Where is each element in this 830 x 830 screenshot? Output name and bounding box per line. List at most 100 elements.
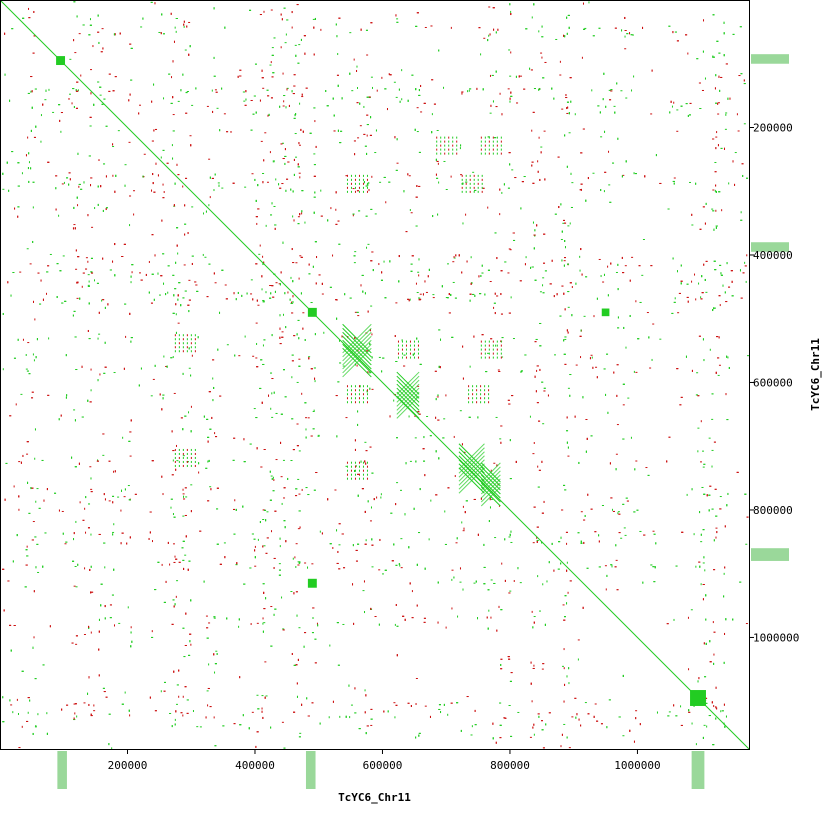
alignment-dot [567, 106, 569, 109]
alignment-dot [614, 27, 617, 29]
alignment-dot [207, 687, 210, 689]
alignment-dot [712, 189, 715, 191]
alignment-dot [568, 667, 570, 670]
alignment-dot [711, 465, 713, 468]
alignment-dot [725, 63, 728, 65]
alignment-dot [185, 612, 187, 615]
alignment-dot [120, 489, 122, 492]
alignment-dot [538, 136, 540, 139]
alignment-dot [282, 629, 285, 631]
alignment-dot [734, 152, 737, 154]
alignment-dot [298, 142, 300, 145]
alignment-dot [90, 69, 93, 71]
alignment-dot [579, 335, 582, 337]
alignment-dot [424, 567, 426, 570]
alignment-dot [73, 224, 76, 226]
alignment-dot [335, 23, 337, 26]
alignment-dot [437, 621, 439, 624]
alignment-dot [364, 711, 366, 714]
alignment-dot [275, 282, 278, 284]
alignment-dot [643, 534, 646, 536]
alignment-dot [690, 609, 693, 611]
alignment-dot [588, 1, 590, 4]
alignment-dot [90, 257, 93, 259]
alignment-dot [217, 348, 219, 351]
alignment-dot [493, 302, 496, 304]
alignment-dot [46, 488, 48, 491]
alignment-dot [508, 312, 511, 314]
alignment-dot [292, 93, 295, 95]
alignment-dot [378, 356, 381, 358]
alignment-dot [112, 90, 115, 92]
alignment-dot [418, 532, 421, 534]
alignment-dot [618, 513, 621, 515]
alignment-dot [28, 17, 31, 19]
alignment-dot [635, 710, 638, 712]
alignment-dot [446, 297, 449, 299]
alignment-dot [212, 359, 215, 361]
alignment-dot [567, 306, 570, 308]
alignment-dot [607, 411, 609, 414]
alignment-dot [252, 355, 255, 357]
alignment-dot [606, 353, 609, 355]
alignment-dot [519, 582, 522, 584]
alignment-dot [176, 460, 179, 462]
alignment-dot [676, 130, 679, 132]
alignment-dot [596, 376, 598, 379]
alignment-dot [306, 697, 308, 700]
alignment-dot [282, 142, 285, 144]
alignment-dot [407, 173, 409, 176]
alignment-dot [238, 625, 240, 628]
alignment-dot [533, 3, 535, 6]
alignment-dot [255, 357, 258, 359]
alignment-dot [295, 664, 298, 666]
alignment-dot [404, 513, 406, 516]
alignment-dot [31, 397, 34, 399]
alignment-dot [579, 189, 582, 191]
alignment-dot [33, 590, 35, 593]
alignment-dot [373, 498, 375, 501]
alignment-dot [566, 112, 569, 114]
alignment-dot [290, 276, 292, 279]
alignment-dot [702, 450, 705, 452]
alignment-dot [250, 293, 253, 295]
alignment-dot [172, 157, 174, 160]
alignment-dot [173, 294, 175, 297]
alignment-dot [479, 293, 482, 295]
alignment-dot [532, 726, 534, 729]
alignment-dot [124, 184, 126, 187]
alignment-dot [615, 544, 617, 547]
alignment-dot [85, 268, 88, 270]
alignment-dot [242, 91, 245, 93]
alignment-dot [262, 87, 265, 89]
alignment-dot [504, 717, 507, 719]
alignment-dot [389, 74, 392, 76]
alignment-dot [311, 702, 314, 704]
alignment-dot [273, 205, 276, 207]
alignment-dot [281, 336, 284, 338]
alignment-dot [344, 293, 346, 296]
alignment-dot [461, 443, 463, 446]
alignment-dot [18, 747, 21, 749]
alignment-dot [269, 470, 271, 473]
alignment-dot [577, 639, 580, 641]
alignment-dot [537, 465, 539, 468]
alignment-dot [483, 37, 486, 39]
alignment-dot [418, 274, 420, 277]
alignment-dot [336, 562, 339, 564]
alignment-dot [270, 407, 272, 410]
alignment-dot [89, 466, 92, 468]
alignment-dot [253, 538, 256, 540]
alignment-dot [451, 578, 453, 581]
alignment-dot [157, 561, 160, 563]
alignment-dot [361, 488, 364, 490]
alignment-dot [244, 335, 246, 338]
alignment-dot [270, 475, 273, 477]
alignment-dot [618, 532, 621, 534]
alignment-dot [600, 136, 603, 138]
alignment-dot [364, 543, 367, 545]
alignment-dot [155, 162, 157, 165]
alignment-dot [254, 549, 256, 552]
alignment-dot [419, 363, 422, 365]
alignment-dot [353, 622, 355, 625]
